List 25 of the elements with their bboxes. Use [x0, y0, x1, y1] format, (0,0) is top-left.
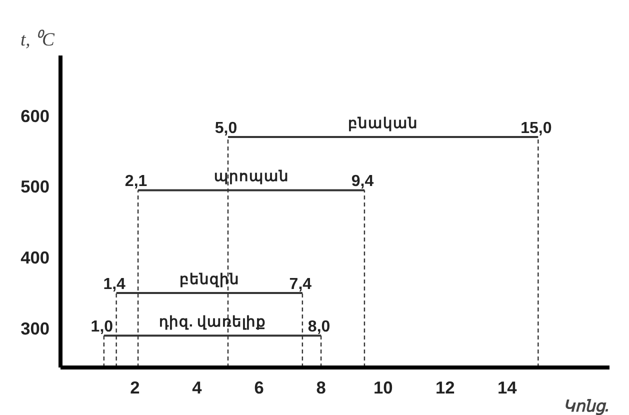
series-label: բնական — [348, 116, 418, 132]
x-tick-label: 4 — [192, 378, 202, 398]
annotation: 5,0 — [214, 120, 238, 138]
annotation: 9,4 — [351, 173, 374, 190]
x-tick-label: 10 — [373, 378, 393, 398]
y-tick-label: 500 — [20, 176, 50, 197]
x-tick-label: 6 — [254, 378, 264, 398]
y-axis-title: t, ⁰C — [20, 30, 56, 50]
series-label: դիզ. վառելիք — [158, 314, 266, 331]
series-label: պրոպան — [214, 169, 289, 186]
series-label: բենզին — [179, 272, 240, 288]
x-axis-title: Կոնց. — [563, 398, 610, 415]
y-tick-label: 400 — [20, 248, 50, 268]
x-tick-label: 8 — [316, 378, 326, 398]
y-tick-label: 600 — [20, 106, 50, 126]
annotation: 1,4 — [103, 276, 126, 294]
annotation: 15,0 — [520, 120, 552, 138]
x-tick-label: 2 — [130, 378, 140, 398]
x-tick-label: 12 — [435, 378, 455, 398]
annotation: 2,1 — [124, 173, 148, 190]
annotation: 8,0 — [308, 318, 330, 336]
y-tick-label: 300 — [20, 318, 50, 338]
annotation: 7,4 — [289, 276, 312, 294]
annotation: 1,0 — [90, 318, 114, 336]
x-tick-label: 14 — [498, 378, 518, 398]
